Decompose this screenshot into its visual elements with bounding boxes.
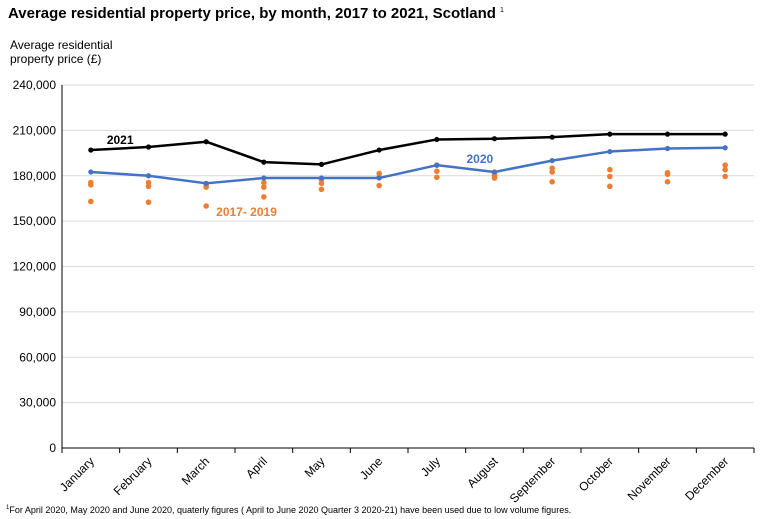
x-tick-label: December: [682, 454, 731, 503]
data-point-2021: [376, 147, 382, 153]
data-point-2020: [376, 175, 382, 181]
data-point-2021: [722, 131, 728, 137]
data-point-2017: [376, 182, 382, 189]
data-point-2017: [664, 179, 671, 185]
x-tick-label: November: [625, 454, 674, 503]
footnote-marker: 1: [6, 505, 10, 511]
y-tick-label: 60,000: [19, 350, 56, 364]
data-point-2017: [261, 194, 267, 200]
data-point-2020: [88, 169, 94, 175]
data-point-2019: [88, 179, 94, 186]
data-point-2020: [261, 175, 267, 181]
x-tick-label: May: [302, 454, 328, 480]
y-tick-label: 240,000: [13, 78, 57, 92]
x-tick-label: April: [243, 454, 270, 481]
data-point-2021: [203, 139, 209, 145]
series-label-2020: 2020: [467, 152, 494, 166]
y-tick-label: 30,000: [19, 396, 56, 410]
x-tick-label: September: [507, 454, 558, 505]
data-point-2019: [722, 162, 728, 168]
x-tick-label: March: [179, 454, 212, 487]
data-point-2021: [549, 134, 555, 140]
series-line-2021: [90, 132, 726, 166]
x-tick-label: June: [357, 454, 386, 483]
data-point-2017: [145, 199, 152, 206]
data-point-2017: [434, 174, 440, 181]
data-point-2021: [145, 144, 152, 150]
y-tick-label: 90,000: [19, 305, 56, 319]
data-point-2020: [607, 148, 613, 155]
data-point-2018: [434, 168, 440, 175]
data-point-2020: [434, 162, 440, 168]
data-point-2020: [664, 145, 671, 152]
data-point-2021: [607, 131, 613, 137]
chart-title-text: Average residential property price, by m…: [8, 5, 496, 22]
data-point-2017: [549, 179, 555, 185]
data-point-2020: [203, 180, 209, 186]
data-point-2020: [549, 158, 555, 164]
data-point-2019: [549, 165, 555, 171]
data-point-2017: [318, 186, 325, 193]
y-tick-label: 120,000: [13, 260, 57, 274]
data-point-2017: [722, 173, 728, 180]
data-point-2018: [722, 166, 728, 173]
data-point-2019: [145, 179, 152, 186]
chart-title: Average residential property price, by m…: [8, 5, 504, 22]
data-point-2021: [664, 131, 671, 137]
y-tick-label: 180,000: [13, 169, 57, 183]
x-tick-label: July: [418, 454, 443, 479]
title-footnote-marker: 1: [499, 7, 504, 14]
data-point-2020: [722, 145, 728, 151]
y-tick-label: 0: [49, 441, 56, 455]
data-point-2017: [88, 198, 94, 205]
data-point-2021: [88, 147, 94, 153]
y-tick-label: 150,000: [13, 214, 57, 228]
data-point-2017: [203, 203, 209, 209]
data-point-2019: [664, 169, 671, 176]
data-point-2021: [491, 136, 498, 142]
data-point-2020: [491, 169, 498, 175]
data-point-2018: [261, 184, 267, 190]
data-point-2020: [145, 173, 152, 179]
data-point-2018: [607, 173, 613, 180]
series-line-2020: [90, 146, 726, 185]
x-tick-label: August: [464, 454, 501, 491]
series-label-2021: 2021: [107, 133, 134, 147]
data-point-2021: [261, 159, 267, 165]
data-point-2019: [261, 179, 267, 186]
footnote-text: For April 2020, May 2020 and June 2020, …: [9, 505, 572, 515]
series-label-2017-2019: 2017- 2019: [216, 205, 277, 219]
data-point-2017: [607, 183, 613, 190]
footnote: 1For April 2020, May 2020 and June 2020,…: [6, 505, 571, 515]
data-point-2019: [607, 166, 613, 173]
x-tick-label: January: [57, 454, 97, 494]
y-axis-label: Average residential property price (£): [10, 38, 113, 66]
data-point-2020: [318, 175, 325, 181]
x-tick-label: October: [576, 454, 616, 494]
data-point-2019: [376, 170, 382, 177]
y-tick-label: 210,000: [13, 123, 57, 137]
x-tick-label: February: [111, 454, 155, 498]
data-point-2021: [318, 161, 325, 168]
data-point-2021: [434, 136, 440, 143]
